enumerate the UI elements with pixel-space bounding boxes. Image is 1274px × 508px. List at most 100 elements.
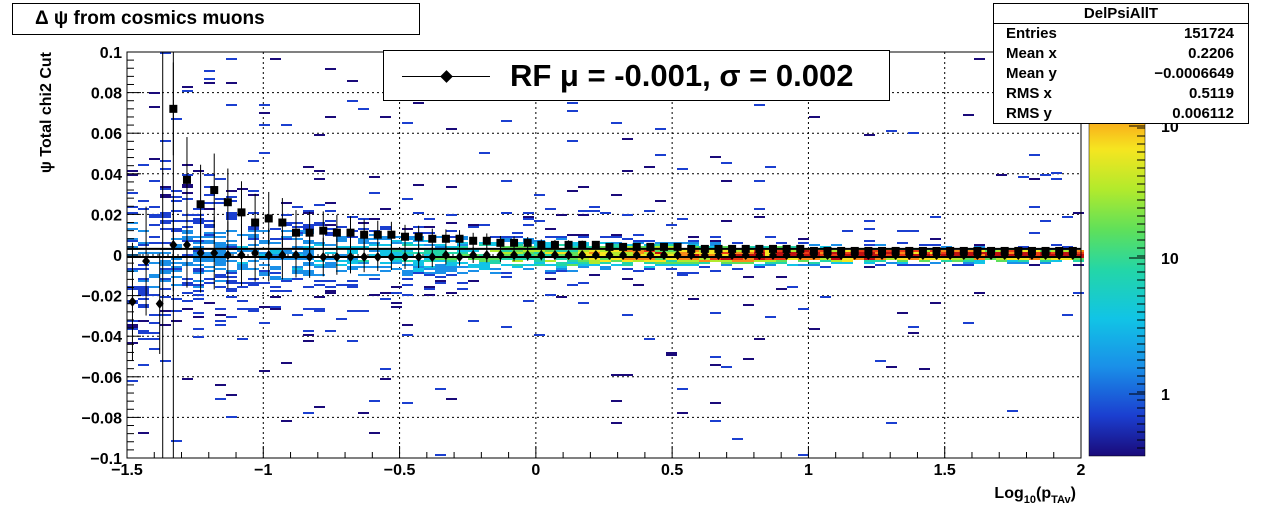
- heatmap-cell: [204, 266, 215, 268]
- heatmap-cell: [171, 284, 182, 286]
- heatmap-cell: [193, 284, 204, 286]
- heatmap-cell: [1051, 178, 1062, 180]
- y-tick-label: 0.02: [91, 207, 122, 224]
- heatmap-cell: [138, 208, 149, 210]
- heatmap-cell: [798, 454, 809, 456]
- heatmap-cell: [281, 278, 292, 280]
- heatmap-cell: [754, 104, 765, 106]
- data-point-square: [414, 232, 423, 241]
- heatmap-cell: [182, 236, 193, 238]
- data-point-square: [564, 240, 573, 249]
- heatmap-cell: [435, 258, 446, 260]
- heatmap-cell: [204, 236, 215, 238]
- heatmap-cell: [292, 258, 303, 260]
- heatmap-cell: [226, 252, 237, 254]
- heatmap-cell: [578, 266, 589, 268]
- x-tick-label: 0.5: [661, 462, 683, 479]
- heatmap-cell: [1073, 254, 1084, 256]
- heatmap-cell: [413, 212, 424, 214]
- heatmap-cell: [622, 138, 633, 140]
- heatmap-cell: [666, 242, 677, 244]
- heatmap-cell: [182, 300, 193, 302]
- heatmap-cell: [303, 212, 314, 214]
- heatmap-cell: [523, 224, 534, 226]
- heatmap-cell: [160, 222, 171, 224]
- data-point-diamond: [1068, 250, 1077, 260]
- data-point-square: [700, 244, 709, 253]
- heatmap-cell: [215, 202, 226, 204]
- heatmap-cell: [138, 306, 149, 308]
- heatmap-cell: [963, 258, 974, 260]
- heatmap-cell: [402, 260, 413, 262]
- heatmap-cell: [1007, 410, 1018, 412]
- heatmap-cell: [182, 90, 193, 92]
- heatmap-cell: [380, 270, 391, 272]
- data-point-square: [605, 242, 614, 251]
- data-point-diamond: [605, 250, 614, 260]
- heatmap-cell: [457, 250, 468, 252]
- heatmap-cell: [776, 260, 787, 262]
- heatmap-cell: [886, 262, 897, 264]
- data-point-diamond: [768, 250, 777, 260]
- heatmap-cell: [1040, 174, 1051, 176]
- heatmap-cell: [138, 332, 149, 334]
- heatmap-cell: [149, 276, 160, 278]
- heatmap-cell: [303, 264, 314, 266]
- heatmap-cell: [721, 250, 732, 252]
- heatmap-cell: [798, 308, 809, 310]
- data-point-square: [441, 234, 450, 243]
- heatmap-cell: [842, 258, 853, 260]
- heatmap-cell: [787, 254, 798, 256]
- heatmap-cell: [622, 244, 633, 246]
- heatmap-cell: [468, 226, 479, 228]
- profile-series: [128, 52, 1077, 458]
- heatmap-cell: [501, 276, 512, 278]
- heatmap-cell: [171, 196, 182, 198]
- heatmap-cell: [193, 328, 204, 330]
- data-point-square: [537, 240, 546, 249]
- heatmap-cell: [930, 238, 941, 240]
- heatmap-cell: [160, 314, 171, 316]
- heatmap-cell: [666, 252, 677, 254]
- heatmap-cell: [446, 222, 457, 224]
- heatmap-cell: [567, 110, 578, 112]
- heatmap-cell: [380, 252, 391, 254]
- heatmap-cell: [655, 250, 666, 252]
- heatmap-cell: [765, 262, 776, 264]
- heatmap-cell: [204, 270, 215, 272]
- heatmap-cell: [182, 226, 193, 228]
- heatmap-cell: [193, 280, 204, 282]
- heatmap-cell: [380, 254, 391, 256]
- heatmap-cell: [303, 286, 314, 288]
- heatmap-cell: [160, 194, 171, 196]
- heatmap-cell: [391, 252, 402, 254]
- heatmap-cell: [864, 134, 875, 136]
- heatmap-cell: [567, 284, 578, 286]
- heatmap-cell: [611, 244, 622, 246]
- heatmap-cell: [776, 252, 787, 254]
- heatmap-cell: [138, 278, 149, 280]
- data-point-diamond: [864, 250, 873, 260]
- heatmap-cell: [1018, 258, 1029, 260]
- heatmap-cell: [215, 320, 226, 322]
- heatmap-cell: [380, 236, 391, 238]
- heatmap-cell: [358, 266, 369, 268]
- heatmap-cell: [369, 400, 380, 402]
- data-point-diamond: [182, 239, 191, 250]
- heatmap-cell: [248, 190, 259, 192]
- heatmap-cell: [215, 286, 226, 288]
- heatmap-cell: [666, 250, 677, 252]
- heatmap-cell: [644, 268, 655, 270]
- heatmap-cell: [303, 242, 314, 244]
- heatmap-cell: [666, 224, 677, 226]
- heatmap-cell: [138, 304, 149, 306]
- heatmap-cell: [435, 276, 446, 278]
- heatmap-cell: [644, 262, 655, 264]
- heatmap-cell: [347, 310, 358, 312]
- heatmap-cell: [248, 226, 259, 228]
- heatmap-cell: [567, 250, 578, 252]
- heatmap-cell: [325, 258, 336, 260]
- heatmap-cell: [193, 218, 204, 220]
- heatmap-cell: [138, 280, 149, 282]
- heatmap-cell: [490, 268, 501, 270]
